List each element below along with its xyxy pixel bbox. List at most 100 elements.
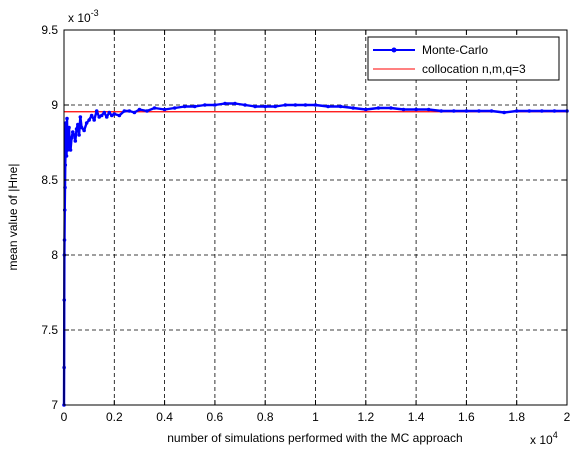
x-tick-label: 1	[312, 410, 319, 424]
data-point-monte-carlo	[514, 109, 519, 113]
data-point-monte-carlo	[452, 109, 456, 113]
data-point-monte-carlo	[273, 104, 278, 109]
data-point-monte-carlo	[74, 127, 79, 131]
data-point-monte-carlo	[62, 238, 67, 242]
legend-marker-monte-carlo	[391, 47, 397, 53]
y-exponent-label: x 10-3	[68, 8, 99, 25]
x-tick-label: 0.6	[207, 410, 224, 424]
legend-label-monte-carlo: Monte-Carlo	[422, 43, 488, 57]
data-point-monte-carlo	[283, 103, 288, 107]
data-point-monte-carlo	[351, 106, 356, 110]
data-point-monte-carlo	[172, 106, 177, 110]
data-point-monte-carlo	[401, 107, 406, 112]
x-tick-label: 2	[564, 410, 571, 424]
data-point-monte-carlo	[326, 104, 330, 109]
data-point-monte-carlo	[489, 109, 494, 113]
data-point-monte-carlo	[426, 107, 431, 112]
legend-label-collocation: collocation n,m,q=3	[422, 62, 526, 76]
data-point-monte-carlo	[84, 121, 89, 125]
data-point-monte-carlo	[213, 103, 217, 107]
data-point-monte-carlo	[89, 113, 94, 118]
x-axis-label: number of simulations performed with the…	[167, 431, 462, 445]
y-axis-label: mean value of |Hne|	[6, 164, 20, 271]
y-tick-label: 8.5	[41, 173, 58, 187]
legend-box	[367, 36, 560, 81]
series-layer	[62, 101, 569, 407]
data-point-monte-carlo	[63, 121, 68, 125]
data-point-monte-carlo	[540, 109, 544, 113]
x-tick-label: 0.2	[106, 410, 123, 424]
data-point-monte-carlo	[338, 104, 343, 109]
y-tick-label: 9.5	[41, 23, 58, 37]
data-point-monte-carlo	[293, 103, 298, 107]
data-point-monte-carlo	[117, 113, 122, 118]
y-tick-label: 9	[51, 98, 58, 112]
data-point-monte-carlo	[87, 118, 91, 122]
data-point-monte-carlo	[145, 109, 149, 113]
x-tick-label: 0.8	[257, 410, 274, 424]
plot-area	[64, 30, 567, 405]
x-tick-label: 1.8	[508, 410, 525, 424]
axis-ticks: 0 0.2 0.4 0.6 0.8 1 1.2 1.4 1.6 1.8 2 7 7.5 8 8.5 9 9.5	[41, 23, 570, 424]
data-point-monte-carlo	[68, 148, 73, 152]
data-point-monte-carlo	[112, 112, 117, 116]
x-tick-label: 1.4	[408, 410, 425, 424]
data-point-monte-carlo	[122, 109, 127, 113]
data-point-monte-carlo	[137, 107, 142, 112]
data-point-monte-carlo	[223, 101, 227, 106]
y-tick-label: 7	[51, 398, 58, 412]
data-point-monte-carlo	[64, 154, 69, 158]
data-point-monte-carlo	[67, 125, 71, 130]
y-tick-label: 7.5	[41, 323, 58, 337]
data-point-monte-carlo	[107, 110, 112, 115]
data-point-monte-carlo	[78, 115, 83, 119]
data-point-monte-carlo	[414, 107, 418, 112]
data-point-monte-carlo	[77, 133, 81, 137]
data-point-monte-carlo	[464, 109, 469, 113]
data-point-monte-carlo	[66, 136, 71, 140]
y-tick-label: 8	[51, 248, 58, 262]
data-point-monte-carlo	[63, 151, 68, 155]
data-point-monte-carlo	[69, 136, 74, 140]
data-point-monte-carlo	[127, 109, 132, 113]
data-point-monte-carlo	[82, 128, 86, 133]
data-point-monte-carlo	[243, 103, 247, 107]
x-tick-label: 0.4	[156, 410, 173, 424]
data-point-monte-carlo	[79, 125, 84, 130]
x-exponent-label: x 104	[530, 430, 558, 447]
data-point-monte-carlo	[152, 106, 157, 110]
data-point-monte-carlo	[132, 110, 137, 115]
data-point-monte-carlo	[67, 145, 72, 149]
data-point-monte-carlo	[389, 106, 393, 110]
data-point-monte-carlo	[376, 106, 381, 110]
data-point-monte-carlo	[253, 104, 257, 109]
data-point-monte-carlo	[502, 110, 506, 115]
data-point-monte-carlo	[477, 109, 481, 113]
data-point-monte-carlo	[92, 118, 96, 122]
data-point-monte-carlo	[102, 110, 107, 115]
data-point-monte-carlo	[203, 103, 207, 107]
data-point-monte-carlo	[73, 139, 78, 143]
legend: Monte-Carlo collocation n,m,q=3	[367, 36, 560, 81]
x-tick-label: 0	[61, 410, 68, 424]
data-point-monte-carlo	[552, 109, 557, 113]
data-point-monte-carlo	[104, 115, 109, 119]
data-point-monte-carlo	[76, 122, 80, 127]
data-point-monte-carlo	[72, 133, 76, 137]
data-point-monte-carlo	[192, 104, 197, 109]
data-point-monte-carlo	[364, 107, 368, 112]
data-point-monte-carlo	[99, 113, 104, 118]
x-tick-label: 1.2	[357, 410, 374, 424]
x-tick-label: 1.6	[458, 410, 475, 424]
data-point-monte-carlo	[527, 109, 532, 113]
data-point-monte-carlo	[162, 107, 167, 112]
data-point-monte-carlo	[303, 103, 308, 107]
data-point-monte-carlo	[71, 130, 75, 134]
data-point-monte-carlo	[439, 109, 444, 113]
data-point-monte-carlo	[263, 104, 268, 109]
data-point-monte-carlo	[65, 116, 69, 121]
data-point-monte-carlo	[94, 109, 99, 113]
data-point-monte-carlo	[65, 148, 70, 152]
data-point-monte-carlo	[233, 101, 237, 106]
